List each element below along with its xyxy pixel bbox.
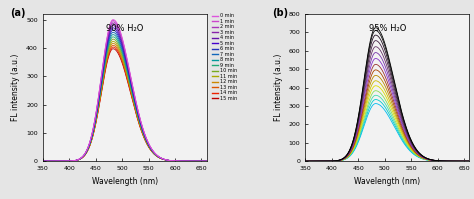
- Y-axis label: FL intensity (a.u.): FL intensity (a.u.): [274, 54, 283, 121]
- Legend: 0 min, 1 min, 2 min, 3 min, 4 min, 5 min, 6 min, 7 min, 8 min, 9 min, 10 min, 11: 0 min, 1 min, 2 min, 3 min, 4 min, 5 min…: [212, 13, 237, 101]
- Y-axis label: FL intensity (a.u.): FL intensity (a.u.): [11, 54, 20, 121]
- Text: 90% H₂O: 90% H₂O: [106, 24, 144, 33]
- X-axis label: Wavelength (nm): Wavelength (nm): [91, 177, 158, 186]
- Text: (a): (a): [10, 8, 25, 18]
- Text: (b): (b): [273, 8, 289, 18]
- Text: 95% H₂O: 95% H₂O: [368, 24, 406, 33]
- X-axis label: Wavelength (nm): Wavelength (nm): [354, 177, 420, 186]
